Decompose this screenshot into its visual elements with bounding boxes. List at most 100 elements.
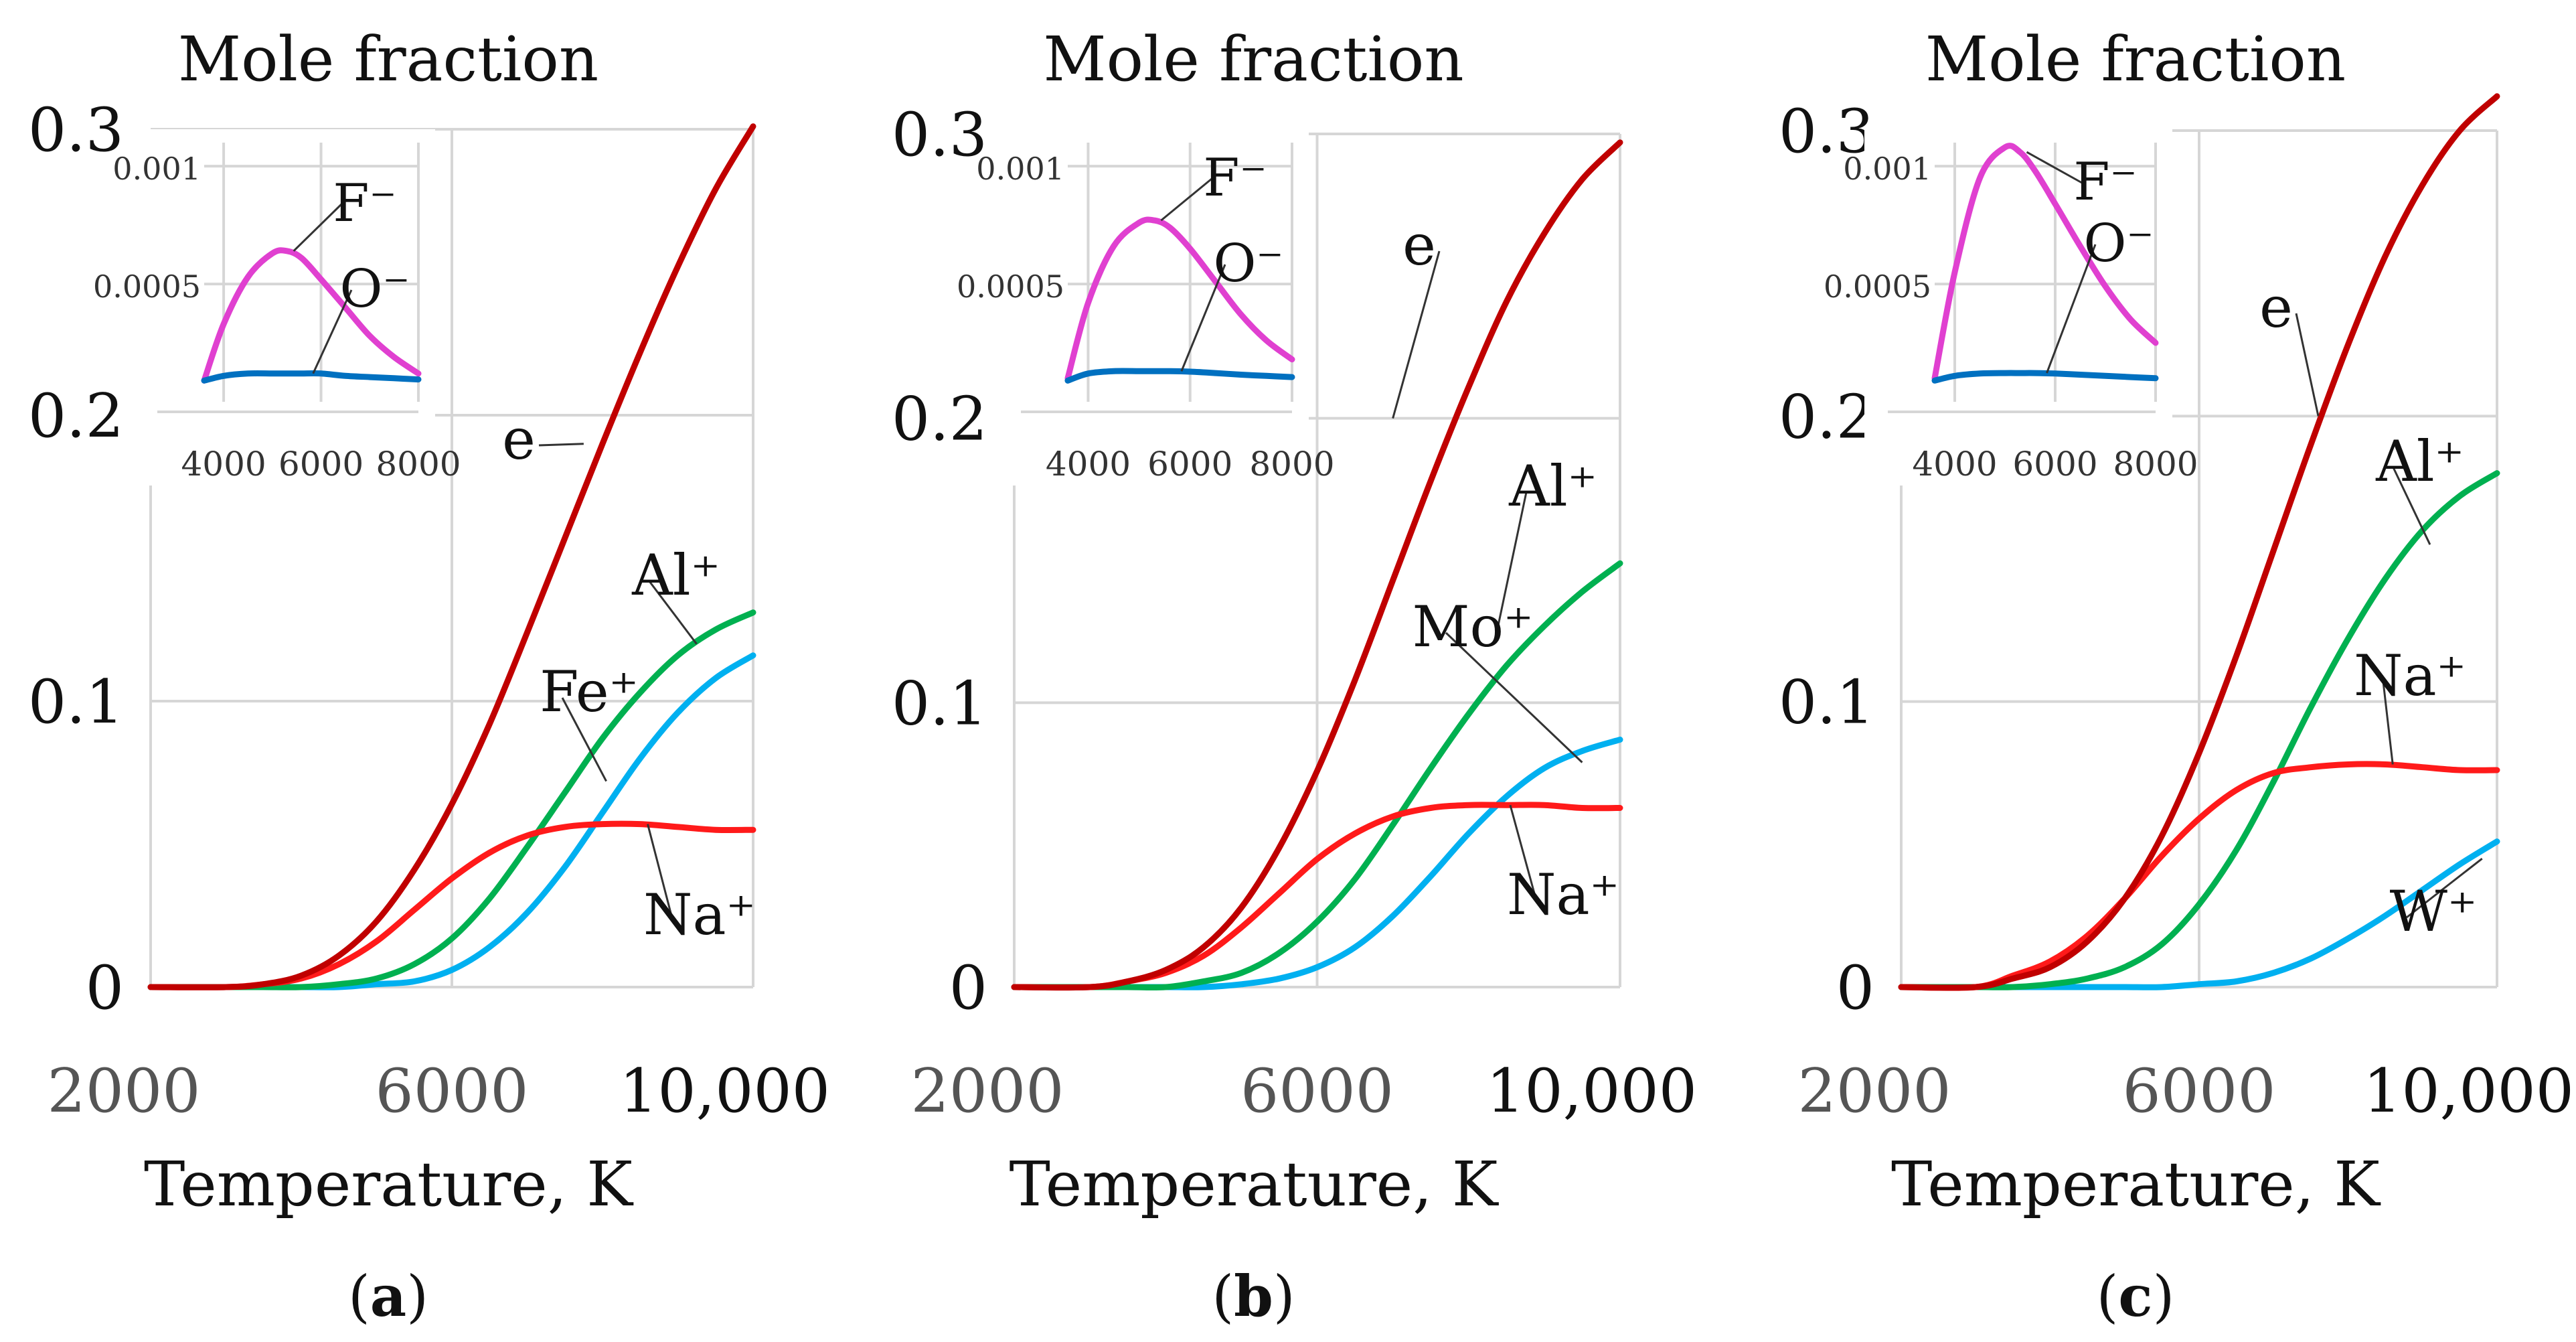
series-label-leader [2392,467,2431,545]
chart-panel-c: 2000 6000 10,000 0 0.1 0.2 0.3 Mole fraction Tem… [1779,23,2574,1329]
inset-series-label-F-: F⁻ [333,173,396,234]
x-tick-label: 6000 [375,1056,528,1126]
x-tick-label: 2000 [910,1056,1064,1126]
inset-x-tick-label: 8000 [376,445,461,483]
panel-label-close: ) [2153,1264,2175,1329]
y-tick-label: 0 [949,953,987,1023]
panel-label-close: ) [406,1264,428,1329]
inset-series-label-F-: F⁻ [2073,152,2137,212]
x-tick-label: 10,000 [619,1056,830,1126]
y-tick-label: 0 [86,953,124,1023]
x-tick-label: 2000 [1797,1056,1951,1126]
chart-panel-b: 2000 6000 10,000 0 0.1 0.2 0.3 Mole fraction Tem… [892,23,1697,1329]
inset-label-leader [1180,264,1226,372]
panel-label-letter: a [370,1263,406,1329]
series-label-leader [561,697,607,782]
series-label-leader [538,443,584,447]
chart-title: Mole fraction [178,23,598,95]
panel-label-open: ( [2097,1264,2119,1329]
series-label-leader [647,824,674,921]
inset-y-tick-label: 0.001 [1843,151,1931,187]
y-tick-label: 0.1 [1779,668,1874,738]
y-tick-label: 0.1 [28,667,124,737]
panel-label: (b) [1212,1263,1295,1329]
inset-series-line-F- [1931,143,2159,382]
inset-label-leader [2026,151,2083,184]
x-tick-label: 2000 [47,1056,200,1126]
x-axis-label: Temperature, K [1010,1148,1500,1220]
series-label-e: e [2259,275,2293,340]
inset-x-tick-label: 6000 [278,445,364,483]
y-tick-label: 0.2 [892,384,987,455]
x-tick-label: 10,000 [1486,1056,1697,1126]
inset-series-line-O- [1931,370,2159,384]
x-tick-label: 10,000 [2363,1056,2574,1126]
series-label-W+: W⁺ [2390,879,2478,944]
y-tick-label: 0 [1836,953,1874,1023]
series-label-Na+: Na⁺ [2354,643,2466,709]
inset-label-leader [2046,244,2097,374]
inset-series-line-O- [201,370,422,384]
inset-background [134,129,435,486]
series-line-e [1011,139,1623,991]
x-tick-label: 6000 [1240,1056,1394,1126]
inset-x-tick-label: 8000 [1249,445,1334,483]
panel-label-open: ( [1212,1264,1234,1329]
y-tick-label: 0.2 [28,381,124,451]
y-tick-label: 0.3 [892,100,987,170]
inset-series-line-F- [201,247,422,384]
panel-label: (a) [348,1263,428,1329]
inset-series-label-F-: F⁻ [1203,148,1267,208]
inset-x-tick-label: 4000 [181,445,266,483]
series-label-Al+: Al⁺ [2375,429,2464,494]
series-label-Al+: Al⁺ [1508,453,1597,519]
inset-chart: 4000 6000 8000 0.0005 0.001 F⁻ O⁻ [93,129,461,486]
y-tick-label: 0.2 [1779,382,1874,452]
series-line-Al+ [1898,470,2500,990]
inset-y-tick-label: 0.001 [112,151,201,187]
inset-x-tick-label: 6000 [1147,445,1232,483]
series-label-Mo+: Mo⁺ [1413,594,1534,660]
inset-series-line-O- [1064,368,1295,384]
panel-label-letter: b [1234,1263,1273,1329]
inset-x-tick-label: 4000 [1046,445,1131,483]
inset-x-tick-label: 8000 [2113,445,2198,483]
inset-x-tick-label: 4000 [1912,445,1997,483]
inset-series-label-O-: O⁻ [339,259,410,319]
series-label-leader [1509,804,1538,901]
series-line-Na+ [1898,761,2500,991]
series-label-leader [1494,492,1528,641]
inset-label-leader [1160,177,1212,222]
series-label-Na+: Na⁺ [1507,862,1619,927]
inset-series-line-F- [1064,216,1295,382]
x-axis-label: Temperature, K [144,1148,634,1220]
panel-label: (c) [2097,1263,2175,1329]
y-tick-label: 0.3 [1779,96,1874,167]
chart-title: Mole fraction [1925,23,2346,95]
chart-panel-a: 2000 6000 10,000 0 0.1 0.2 0.3 Mole fraction Tem… [28,23,830,1329]
x-axis-label: Temperature, K [1891,1148,2381,1220]
series-label-Al+: Al⁺ [631,542,720,608]
inset-series-label-O-: O⁻ [2083,214,2154,274]
inset-series-label-O-: O⁻ [1213,234,1283,294]
series-line-e [1898,93,2500,991]
series-label-e: e [502,406,536,472]
inset-y-tick-label: 0.0005 [1824,269,1931,305]
y-tick-label: 0.1 [892,668,987,739]
panel-label-close: ) [1273,1264,1295,1329]
inset-background [997,129,1309,486]
chart-title: Mole fraction [1043,23,1463,95]
series-line-e [147,123,756,990]
series-label-e: e [1402,212,1436,278]
series-label-leader [1445,631,1583,763]
inset-y-tick-label: 0.0005 [93,269,201,305]
panel-label-open: ( [348,1264,370,1329]
y-tick-label: 0.3 [28,95,124,165]
series-line-Al+ [147,609,756,990]
series-label-Fe+: Fe⁺ [540,659,639,725]
panel-label-letter: c [2118,1263,2152,1329]
series-label-Na+: Na⁺ [643,882,756,948]
